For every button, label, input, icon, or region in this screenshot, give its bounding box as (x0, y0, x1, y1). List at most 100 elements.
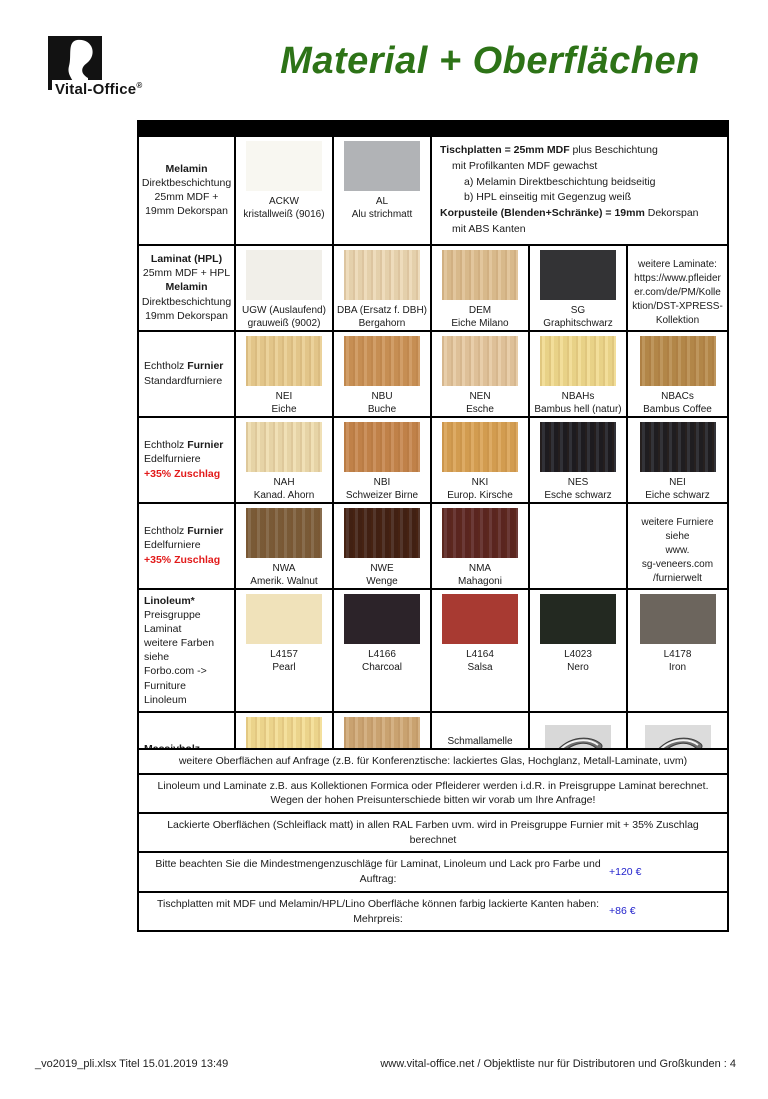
swatch-cell: AL Alu strichmatt (332, 137, 430, 244)
swatch-sample (442, 335, 518, 386)
swatch-name: Wenge (366, 575, 398, 587)
swatch-sample (246, 249, 322, 300)
note-text: weitere Oberflächen auf Anfrage (z.B. fü… (178, 755, 688, 767)
table-header-bar (139, 122, 727, 135)
swatch-cell: SG Graphitschwarz (528, 245, 626, 330)
swatch-cell: NWE Wenge (332, 503, 430, 588)
construction-info: Tischplatten = 25mm MDF plus Beschichtun… (430, 137, 727, 244)
surcharge-price: +120 € (609, 865, 642, 878)
more-veneers-info: weitere Furniere siehe www. sg-veneers.c… (626, 503, 727, 588)
swatch-code: NES (567, 476, 589, 488)
surcharge-note: +35% Zuschlag (144, 467, 221, 480)
swatch-cell: L4157 Pearl (234, 589, 332, 711)
swatch-code: NAH (273, 476, 295, 488)
swatch-name: Salsa (467, 661, 493, 673)
swatch-code: L4157 (270, 648, 298, 660)
note-text: Bitte beachten Sie die Mindestmengenzusc… (155, 858, 601, 886)
footer-file-info: _vo2019_pli.xlsx Titel 15.01.2019 13:49 (35, 1058, 229, 1070)
swatch-name: Kanad. Ahorn (253, 489, 315, 501)
footer-site-info: www.vital-office.net / Objektliste nur f… (380, 1058, 736, 1070)
info-line: b) HPL einseitig mit Gegenzug weiß (464, 191, 632, 204)
swatch-cell: NEI Eiche schwarz (626, 417, 727, 502)
swatch-name: Iron (668, 661, 687, 673)
swatch-cell: NMA Mahagoni (430, 503, 528, 588)
swatch-sample (540, 249, 616, 300)
note-text: Lackierte Oberflächen (Schleiflack matt)… (167, 819, 699, 846)
swatch-name: Buche (367, 403, 397, 415)
swatch-sample (442, 249, 518, 300)
swatch-code: SG (570, 304, 586, 316)
info-line: www. (665, 544, 690, 556)
swatch-code: AL (375, 196, 389, 207)
swatch-code: NWE (370, 562, 394, 574)
notes-section: weitere Oberflächen auf Anfrage (z.B. fü… (137, 748, 729, 933)
swatch-sample (442, 507, 518, 558)
swatch-sample (344, 141, 420, 191)
label-line: Standardfurniere (144, 374, 223, 387)
swatch-cell: ACKW kristallweiß (9016) (234, 137, 332, 244)
swatch-sample (639, 421, 716, 472)
surcharge-price: +86 € (609, 905, 636, 918)
swatch-sample (442, 421, 518, 472)
swatch-name: Amerik. Walnut (250, 575, 318, 587)
swatch-sample (540, 335, 616, 386)
swatch-name: Schweizer Birne (345, 489, 419, 501)
label-line: Edelfurniere (144, 453, 201, 466)
table-row: Melamin Direktbeschichtung 25mm MDF + 19… (139, 135, 727, 244)
swatch-cell: DEM Eiche Milano (430, 245, 528, 330)
swatch-cell: NES Esche schwarz (528, 417, 626, 502)
swatch-sample (639, 335, 716, 386)
info-line: weitere Laminate: (638, 258, 717, 270)
logo-wordmark: Vital-Office® (52, 80, 146, 99)
swatch-code: NBAHs (561, 390, 595, 402)
info-line: /furnierwelt (653, 572, 702, 584)
label-line: Echtholz Furnier (144, 439, 224, 452)
row-label-linoleum: Linoleum* Preisgruppe Laminat weitere Fa… (139, 589, 234, 711)
label-line: Linoleum* (144, 594, 195, 607)
swatch-cell: L4166 Charcoal (332, 589, 430, 711)
swatch-code: NBU (371, 390, 393, 402)
surcharge-note: +35% Zuschlag (144, 553, 221, 566)
label-line: Forbo.com -> Furniture (144, 665, 207, 692)
swatch-name: Eiche schwarz (645, 489, 710, 501)
swatch-code: DBA (Ersatz f. DBH) (336, 304, 427, 316)
swatch-cell: L4023 Nero (528, 589, 626, 711)
label-line: Edelfurniere (144, 539, 201, 552)
swatch-code: NEI (669, 476, 686, 488)
note-text: Tischplatten mit MDF und Melamin/HPL/Lin… (156, 897, 599, 925)
table-row: Echtholz Furnier Edelfurniere +35% Zusch… (139, 415, 727, 502)
swatch-name: Charcoal (361, 661, 403, 673)
info-line: a) Melamin Direktbeschichtung beidseitig (464, 175, 656, 188)
swatch-name: Nero (567, 661, 589, 673)
label-line: 19mm Dekorspan (145, 309, 228, 322)
swatch-code: NKI (471, 476, 489, 488)
swatch-sample (344, 249, 420, 300)
note-line: Wegen der hohen Preisunterschiede bitten… (270, 794, 596, 807)
swatch-name: Alu strichmatt (351, 209, 413, 220)
note-row: Bitte beachten Sie die Mindestmengenzusc… (137, 851, 729, 893)
swatch-cell: NKI Europ. Kirsche (430, 417, 528, 502)
label-line: Echtholz Furnier (144, 360, 224, 373)
info-line: mit ABS Kanten (452, 222, 526, 235)
label-line: Melamin (165, 162, 208, 175)
swatch-name: Esche schwarz (544, 489, 612, 501)
swatch-cell: NBAHs Bambus hell (natur) (528, 331, 626, 416)
vital-office-logo: Vital-Office® (48, 36, 158, 99)
row-label-standardfurniere: Echtholz Furnier Standardfurniere (139, 331, 234, 416)
swatch-cell: L4164 Salsa (430, 589, 528, 711)
swatch-sample (246, 335, 322, 386)
swatch-name: Graphitschwarz (543, 317, 613, 329)
swatch-sample (540, 593, 616, 644)
swatch-sample (246, 507, 322, 558)
swatch-cell: NWA Amerik. Walnut (234, 503, 332, 588)
row-label-edelfurniere: Echtholz Furnier Edelfurniere +35% Zusch… (139, 503, 234, 588)
logo-registered-mark: ® (136, 81, 143, 90)
label-line: Preisgruppe Laminat (144, 608, 201, 635)
note-row: weitere Oberflächen auf Anfrage (z.B. fü… (137, 748, 729, 775)
swatch-code: NEI (275, 390, 293, 402)
page-title: Material + Oberflächen (280, 40, 700, 82)
laminates-url: https://www.pfleiderer.com/de/PM/Kollekt… (632, 272, 723, 326)
label-line: Linoleum (144, 693, 187, 706)
swatch-name: grauweiß (9002) (247, 317, 321, 329)
swatch-cell: UGW (Auslaufend) grauweiß (9002) (234, 245, 332, 330)
